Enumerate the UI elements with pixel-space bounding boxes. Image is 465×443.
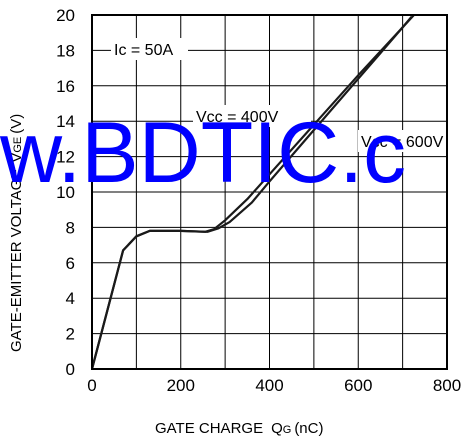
y-tick-label: 14	[56, 112, 75, 131]
x-tick-label: 800	[433, 376, 461, 395]
series-line-vcc600	[92, 16, 413, 369]
vcc400-label-bg	[193, 105, 311, 127]
y-tick-label: 10	[56, 183, 75, 202]
x-tick-label: 200	[167, 376, 195, 395]
y-tick-label: 16	[56, 77, 75, 96]
y-tick-label: 12	[56, 148, 75, 167]
x-tick-label: 0	[87, 376, 96, 395]
y-tick-label: 2	[66, 325, 75, 344]
watermark: w.BDTIC.c	[0, 105, 406, 201]
y-axis-title: GATE-EMITTER VOLTAGEVGE(V)	[8, 114, 25, 352]
y-tick-label: 0	[66, 360, 75, 379]
y-tick-label: 4	[66, 289, 75, 308]
series-group	[92, 15, 416, 369]
annotation-ic: Ic = 50A	[114, 42, 173, 59]
plot-frame	[91, 14, 448, 370]
y-tick-label: 8	[66, 218, 75, 237]
y-tick-label: 20	[56, 6, 75, 25]
x-axis-title: GATE CHARGE QG (nC)	[155, 420, 323, 437]
y-tick-label: 6	[66, 254, 75, 273]
x-tick-label: 400	[255, 376, 283, 395]
ic-label-bg	[111, 38, 188, 60]
annotation-vcc400: Vcc = 400V	[196, 109, 279, 126]
vcc600-label-bg	[358, 130, 440, 152]
y-tick-labels: 0 2 4 6 8 10 12 14 16 18 20	[56, 6, 75, 379]
annotation-vcc600: Vcc = 600V	[361, 134, 444, 151]
y-tick-label: 18	[56, 41, 75, 60]
x-tick-label: 600	[344, 376, 372, 395]
x-tick-labels: 0 200 400 600 800	[87, 376, 461, 395]
